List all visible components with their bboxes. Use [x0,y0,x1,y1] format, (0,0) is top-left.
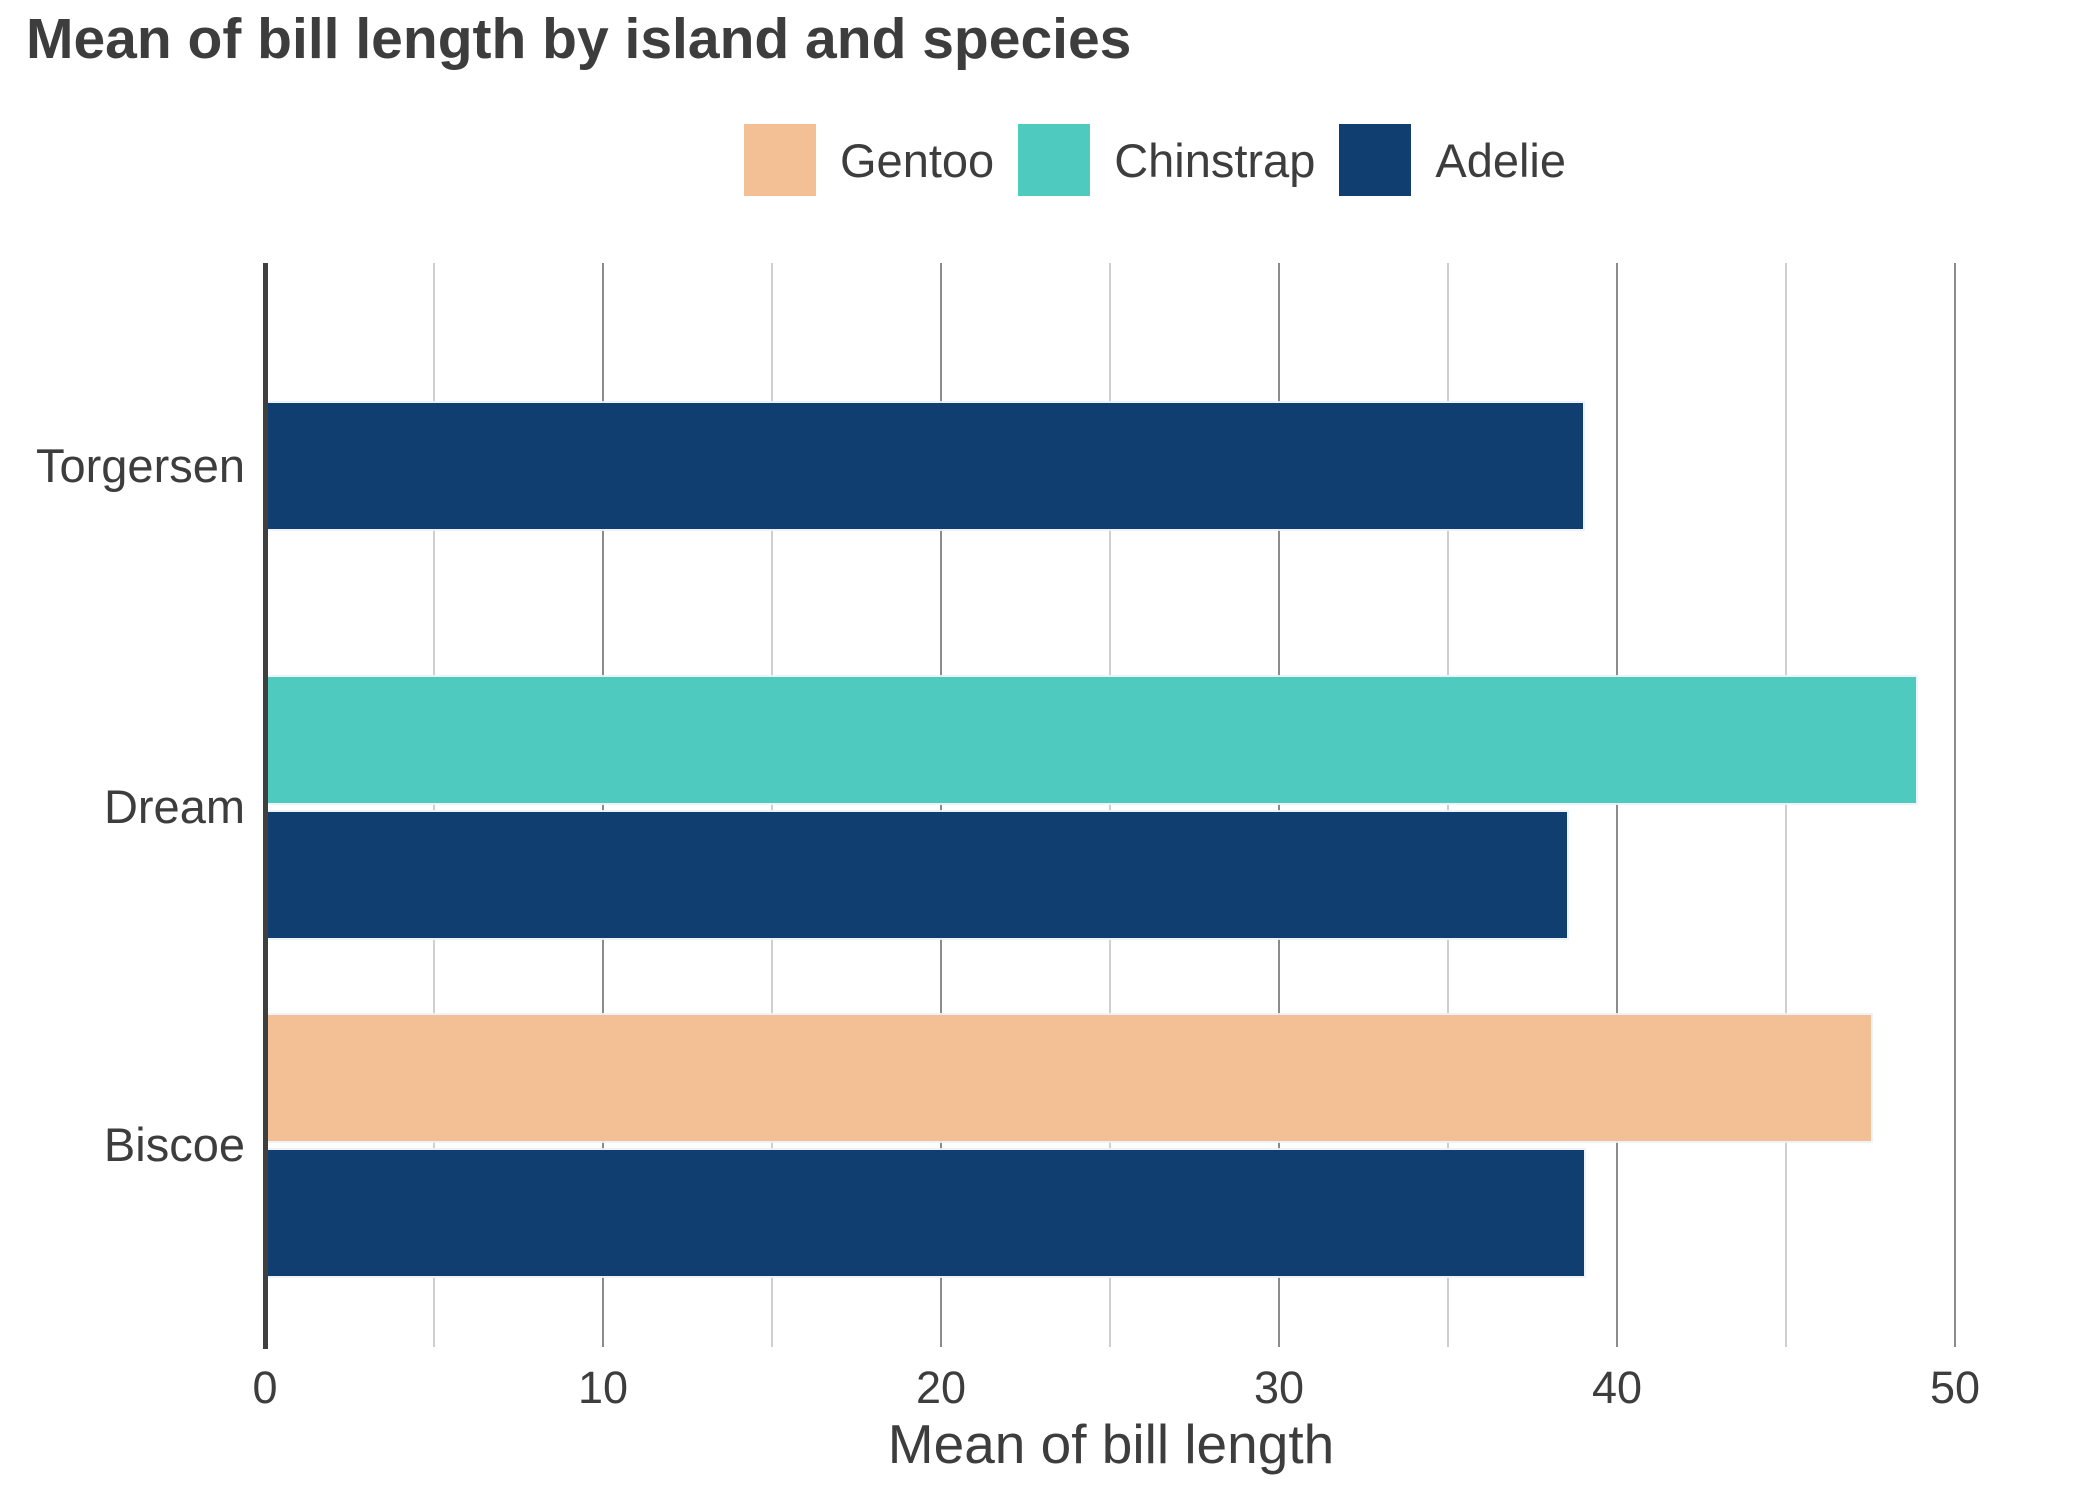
gridline-minor-15 [771,263,773,1347]
bar-biscoe-gentoo [264,1013,1873,1143]
legend-swatch-gentoo [744,124,816,196]
x-tick-label-10: 10 [577,1362,629,1413]
legend-swatch-adelie [1339,124,1412,196]
y-category-label-biscoe: Biscoe [103,1118,245,1171]
chart-title: Mean of bill length by island and specie… [26,7,1132,71]
bar-biscoe-adelie [264,1148,1586,1278]
x-tick-label-40: 40 [1591,1362,1643,1413]
gridline-major-30 [1278,263,1280,1347]
legend-label-chinstrap: Chinstrap [1114,133,1316,187]
y-axis-line [263,263,268,1349]
y-category-label-torgersen: Torgersen [36,439,245,492]
gridline-minor-25 [1109,263,1111,1347]
bar-dream-adelie [264,810,1569,940]
gridline-minor-35 [1447,263,1449,1347]
legend-swatch-chinstrap [1018,124,1091,196]
x-axis-title: Mean of bill length [887,1413,1335,1475]
bar-torgersen-adelie [264,401,1585,531]
x-tick-label-50: 50 [1929,1362,1981,1413]
legend-label-adelie: Adelie [1435,133,1566,187]
x-tick-label-20: 20 [915,1362,967,1413]
legend: Gentoo Chinstrap Adelie [744,122,1566,198]
gridline-major-10 [602,263,604,1347]
gridline-minor-5 [433,263,435,1347]
y-category-label-dream: Dream [103,780,245,833]
gridline-major-20 [940,263,942,1347]
x-tick-label-0: 0 [252,1362,278,1413]
x-tick-label-30: 30 [1253,1362,1305,1413]
legend-label-gentoo: Gentoo [840,133,995,187]
gridline-major-40 [1616,263,1618,1347]
bar-dream-chinstrap [264,675,1918,805]
gridline-major-50 [1954,263,1956,1347]
gridline-minor-45 [1785,263,1787,1347]
